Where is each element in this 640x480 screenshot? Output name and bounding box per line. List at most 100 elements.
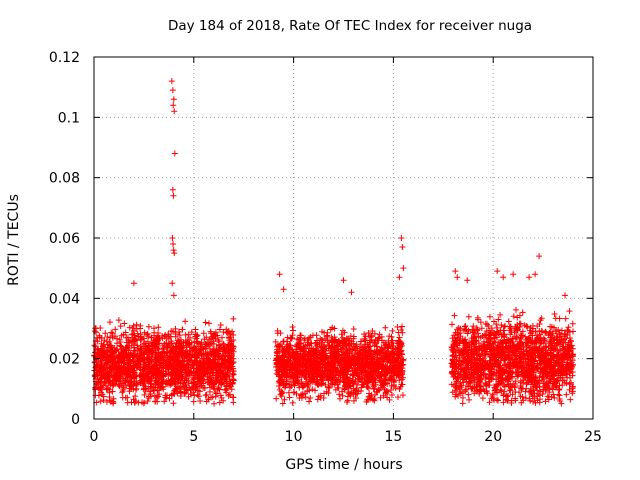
data-point	[284, 341, 291, 348]
data-point	[510, 361, 517, 368]
data-point	[91, 373, 98, 380]
data-point	[167, 382, 174, 389]
data-point	[277, 341, 284, 348]
data-point	[122, 347, 129, 354]
data-point	[531, 358, 538, 365]
data-point	[486, 375, 493, 381]
data-point	[486, 357, 493, 364]
data-point	[498, 354, 505, 361]
data-point	[196, 363, 203, 370]
data-point	[351, 343, 358, 350]
data-point	[172, 378, 179, 385]
data-point	[178, 338, 185, 345]
data-point	[162, 331, 169, 338]
data-point	[498, 387, 505, 394]
data-point	[479, 395, 486, 402]
data-point	[285, 349, 292, 356]
data-point	[355, 350, 362, 357]
data-point	[223, 378, 230, 385]
data-point	[562, 345, 569, 352]
data-point	[388, 392, 395, 399]
data-point	[547, 359, 554, 366]
data-point	[275, 378, 282, 385]
data-point	[298, 395, 305, 402]
data-point	[137, 331, 144, 338]
data-point	[182, 364, 189, 371]
data-point	[563, 391, 570, 398]
data-point	[394, 324, 401, 331]
data-point	[106, 319, 113, 326]
data-point	[336, 353, 343, 360]
data-point	[221, 361, 228, 368]
data-point	[118, 343, 125, 350]
data-point	[569, 368, 576, 375]
data-point	[496, 373, 503, 380]
data-point	[273, 395, 280, 402]
data-point	[561, 333, 568, 340]
data-point	[524, 368, 531, 375]
data-point	[285, 389, 292, 396]
data-point	[558, 327, 565, 334]
data-point	[141, 329, 148, 336]
data-point	[460, 367, 467, 374]
data-point	[494, 342, 501, 349]
data-point	[161, 398, 168, 405]
data-point	[120, 331, 127, 338]
data-point	[541, 336, 548, 343]
data-point	[146, 378, 153, 385]
data-point	[495, 370, 502, 377]
data-point	[298, 380, 305, 387]
data-point	[540, 337, 547, 344]
data-point	[529, 344, 536, 351]
data-point	[455, 331, 462, 338]
data-point	[349, 367, 356, 374]
data-point	[308, 353, 315, 360]
data-point	[196, 388, 203, 395]
data-point	[276, 353, 283, 360]
data-point	[369, 356, 376, 363]
data-point	[330, 338, 337, 345]
data-point	[144, 398, 151, 405]
data-point	[109, 388, 116, 395]
data-point	[280, 347, 287, 354]
data-point	[177, 367, 184, 374]
data-point	[556, 382, 563, 389]
data-point	[473, 327, 480, 334]
data-point	[536, 328, 543, 335]
data-point	[214, 390, 221, 397]
data-point	[544, 373, 551, 380]
data-point	[162, 352, 169, 359]
data-point	[469, 338, 476, 345]
data-point	[230, 337, 237, 344]
data-point	[360, 343, 367, 350]
data-point	[529, 381, 536, 388]
data-point	[155, 324, 162, 331]
data-point	[169, 344, 176, 351]
data-point	[502, 396, 509, 403]
data-point	[358, 384, 365, 391]
data-point	[123, 339, 130, 346]
data-point	[287, 378, 294, 385]
chart-title: Day 184 of 2018, Rate Of TEC Index for r…	[167, 18, 533, 34]
data-point	[206, 364, 213, 371]
data-point	[158, 375, 165, 382]
data-point	[107, 357, 114, 364]
data-point	[202, 340, 209, 347]
data-point	[487, 348, 494, 355]
data-point	[210, 372, 217, 379]
data-point	[203, 334, 210, 341]
data-point	[294, 365, 301, 372]
data-point	[315, 381, 322, 388]
data-point	[458, 382, 465, 389]
data-point	[179, 349, 186, 356]
data-point	[547, 328, 554, 335]
data-point	[185, 340, 192, 347]
data-point	[360, 355, 367, 362]
data-point	[127, 358, 134, 365]
data-point	[192, 331, 199, 338]
data-point	[377, 355, 384, 362]
data-point	[366, 360, 373, 367]
data-point	[177, 346, 184, 353]
data-point	[542, 329, 549, 336]
data-point	[229, 394, 236, 401]
